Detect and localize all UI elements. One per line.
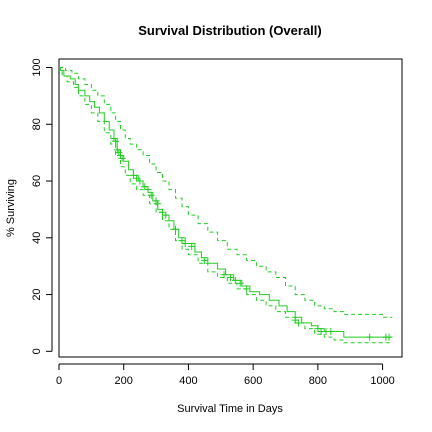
censor-marks [110,134,393,341]
censor-mark [112,137,120,145]
y-tick-label: 40 [31,232,43,244]
censor-mark [113,146,121,154]
censor-mark [133,174,141,182]
estimate-line [59,67,393,338]
x-tick-label: 1000 [370,375,394,387]
y-tick-label: 80 [31,118,43,130]
y-tick-label: 100 [31,58,43,76]
censor-mark [144,186,152,194]
censor-mark [227,274,234,282]
plot-frame [58,58,403,358]
censor-mark [385,333,393,341]
censor-mark [243,285,251,293]
censor-mark [171,225,179,233]
censor-mark [236,279,244,287]
y-tick-label: 0 [31,348,43,354]
censor-mark [201,257,209,265]
x-tick-label: 0 [56,375,62,387]
x-tick-label: 800 [309,375,327,387]
lower-confidence-limit-line [59,67,393,344]
censor-mark [129,171,137,179]
upper-confidence-limit-line [59,67,393,318]
y-tick-label: 20 [31,288,43,300]
censor-mark [291,316,299,324]
censor-mark [159,208,167,216]
y-axis-label: % Surviving [5,179,17,237]
censor-mark [314,325,322,333]
censor-mark [294,319,302,327]
censor-mark [116,151,124,159]
series-layer [59,67,393,344]
y-axis: 0 20 40 60 80 100 [31,58,53,354]
x-axis: 0 200 400 600 800 1000 [56,363,395,387]
censor-mark [147,191,155,199]
x-tick-label: 600 [244,375,262,387]
censor-mark [118,154,126,162]
censor-mark [162,211,170,219]
censor-mark [181,239,189,247]
x-axis-label: Survival Time in Days [177,403,283,415]
censor-mark [115,149,123,157]
x-tick-label: 200 [115,375,133,387]
censor-mark [154,200,162,208]
censor-mark [220,271,228,279]
x-tick-label: 400 [179,375,197,387]
censor-mark [366,333,374,341]
chart-title: Survival Distribution (Overall) [138,23,322,38]
censor-mark [141,183,149,191]
censor-mark [152,197,160,205]
y-tick-label: 60 [31,175,43,187]
censor-mark [231,276,239,284]
censor-mark [327,327,335,335]
censor-mark [136,177,144,185]
censor-mark [110,134,118,142]
censor-mark [188,242,196,250]
censor-mark [178,237,186,245]
